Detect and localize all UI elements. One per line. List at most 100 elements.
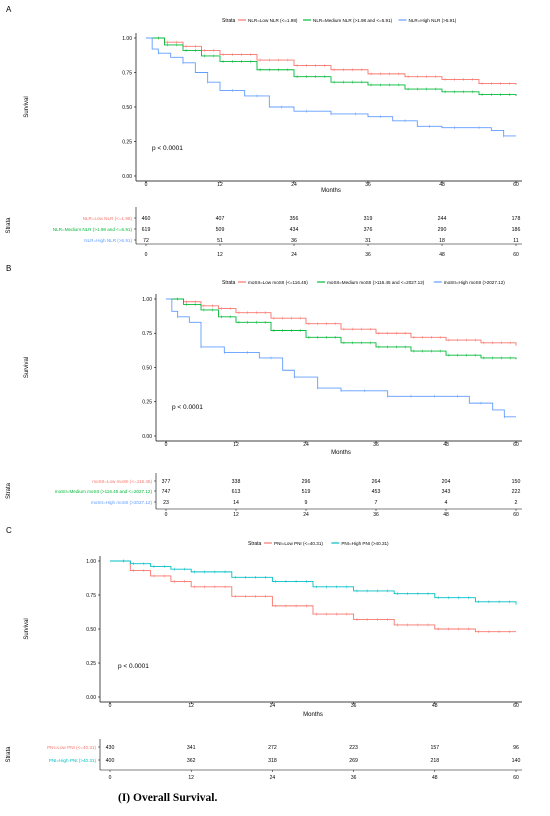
risk-x-tick-label: 48 — [439, 252, 445, 258]
x-axis-label: Months — [321, 188, 341, 194]
risk-x-tick-label: 12 — [188, 775, 194, 781]
risk-x-tick-label: 0 — [145, 252, 148, 258]
censor-marks-2 — [177, 315, 505, 419]
risk-value: 460 — [142, 216, 151, 222]
risk-value: 23 — [163, 500, 169, 506]
risk-x-tick-label: 24 — [270, 775, 276, 781]
x-tick-label: 48 — [443, 442, 449, 448]
censor-marks-1 — [158, 36, 511, 96]
risk-value: 204 — [442, 479, 451, 485]
risk-value: 509 — [216, 227, 225, 233]
risk-row-label: NLR=High NLR (>5.91) — [84, 238, 132, 243]
legend-title: Strata — [222, 18, 236, 24]
y-axis-label: Survival — [24, 618, 30, 639]
risk-value: 31 — [365, 238, 371, 244]
y-tick-label: 1.00 — [86, 559, 96, 565]
x-tick-label: 0 — [145, 182, 148, 188]
risk-x-tick-label: 0 — [109, 775, 112, 781]
risk-value: 341 — [187, 745, 196, 751]
risk-value: 264 — [372, 479, 381, 485]
risk-x-tick-label: 36 — [365, 252, 371, 258]
risk-value: 9 — [305, 500, 308, 506]
risk-x-tick-label: 60 — [513, 775, 519, 781]
risk-row-label: moSII=High moSII (>2027.12) — [91, 500, 152, 505]
x-tick-label: 36 — [365, 182, 371, 188]
risk-value: 96 — [513, 745, 519, 751]
panel-label: C — [6, 526, 12, 535]
risk-value: 11 — [513, 238, 518, 244]
legend-entry: NLR=Medium NLR (>1.98 and <=5.91) — [313, 18, 393, 23]
risk-x-tick-label: 0 — [165, 512, 168, 518]
y-tick-label: 0.50 — [142, 365, 152, 371]
legend-entry: moSII=Low moSII (<=116.45) — [248, 280, 308, 285]
series-line-1 — [146, 37, 517, 96]
y-tick-label: 0.50 — [86, 627, 96, 633]
y-tick-label: 0.75 — [122, 70, 132, 76]
risk-x-tick-label: 36 — [351, 775, 357, 781]
figure-caption: (I) Overall Survival. — [118, 792, 218, 804]
risk-row-label: moSII=Low moSII (<=116.45) — [92, 479, 152, 484]
x-tick-label: 0 — [165, 442, 168, 448]
y-axis-label: Survival — [24, 96, 30, 117]
risk-value: 218 — [430, 758, 439, 764]
legend-entry: NLR=Low NLR (<=1.98) — [248, 18, 298, 23]
x-tick-label: 24 — [291, 182, 297, 188]
y-tick-label: 0.50 — [122, 105, 132, 111]
risk-value: 407 — [216, 216, 225, 222]
x-tick-label: 36 — [373, 442, 379, 448]
risk-value: 747 — [162, 489, 171, 495]
risk-value: 430 — [106, 745, 115, 751]
legend-entry: NLR=High NLR (>5.91) — [409, 18, 457, 23]
p-value: p < 0.0001 — [118, 663, 149, 670]
risk-value: 376 — [364, 227, 373, 233]
y-tick-label: 1.00 — [122, 36, 132, 42]
chart-panel-a: A Strata NLR=Low NLR (<=1.98) NLR=Medium NL… — [6, 5, 522, 258]
panel-label: B — [6, 264, 11, 273]
risk-value: 290 — [438, 227, 447, 233]
risk-value: 36 — [291, 238, 297, 244]
risk-value: 186 — [512, 227, 521, 233]
y-tick-label: 0.25 — [142, 400, 152, 406]
x-tick-label: 12 — [233, 442, 239, 448]
risk-row-label: NLR=Medium NLR (>1.98 and <=5.91) — [53, 227, 133, 232]
p-value: p < 0.0001 — [172, 404, 203, 411]
censor-marks-2 — [158, 51, 504, 138]
strata-label: Strata — [6, 217, 12, 234]
risk-value: 400 — [106, 758, 115, 764]
x-axis-label: Months — [303, 712, 323, 718]
x-tick-label: 48 — [432, 703, 438, 709]
risk-value: 338 — [232, 479, 241, 485]
y-axis-label: Survival — [24, 357, 30, 378]
y-tick-label: 0.00 — [86, 695, 96, 701]
legend-entry: moSII=Medium moSII (>116.45 and <=2027.1… — [327, 280, 425, 285]
x-tick-label: 24 — [270, 703, 276, 709]
risk-x-tick-label: 60 — [513, 512, 519, 518]
risk-value: 356 — [290, 216, 299, 222]
risk-value: 319 — [364, 216, 373, 222]
x-tick-label: 0 — [109, 703, 112, 709]
risk-value: 2 — [515, 500, 518, 506]
chart-panel-c: C Strata PNI=Low PNI (<=40.31) PNI=High PNI… — [6, 526, 522, 781]
risk-value: 362 — [187, 758, 196, 764]
risk-value: 377 — [162, 479, 171, 485]
risk-value: 7 — [375, 500, 378, 506]
risk-x-tick-label: 24 — [303, 512, 309, 518]
legend-title: Strata — [248, 541, 262, 547]
risk-table: Strata NLR=Low NLR (<=1.98) 460 407 356 319 24… — [6, 207, 522, 258]
risk-x-tick-label: 12 — [217, 252, 223, 258]
censor-marks-0 — [177, 297, 511, 345]
chart-panel-b: B Strata moSII=Low moSII (<=116.45) moSII=M… — [6, 264, 522, 518]
risk-x-tick-label: 36 — [373, 512, 379, 518]
panel-label: A — [6, 5, 12, 14]
risk-value: 296 — [302, 479, 311, 485]
x-tick-label: 12 — [188, 703, 194, 709]
risk-value: 14 — [233, 500, 239, 506]
risk-value: 178 — [512, 216, 521, 222]
risk-table: Strata PNI=Low PNI (<=40.31) 430 341 272 223 1… — [6, 739, 522, 781]
series-line-2 — [146, 37, 516, 137]
strata-label: Strata — [6, 482, 12, 499]
risk-value: 272 — [268, 745, 277, 751]
x-tick-label: 60 — [513, 703, 519, 709]
